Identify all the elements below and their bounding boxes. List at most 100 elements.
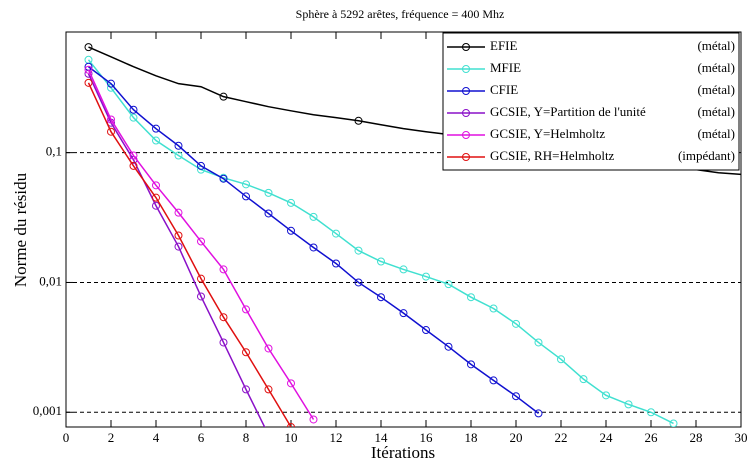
- legend-material: (métal): [697, 126, 735, 141]
- data-point: [174, 231, 183, 240]
- data-point: [152, 124, 160, 133]
- data-point: [467, 360, 475, 369]
- data-point: [309, 243, 318, 252]
- data-point: [512, 392, 520, 401]
- legend-material: (métal): [697, 38, 735, 53]
- x-tick-label: 28: [690, 430, 703, 445]
- data-point: [354, 246, 363, 255]
- data-point: [265, 431, 272, 438]
- data-point: [287, 226, 295, 235]
- legend-material: (métal): [697, 104, 735, 119]
- data-point: [332, 229, 340, 238]
- x-tick-label: 16: [420, 430, 434, 445]
- data-point: [444, 280, 453, 289]
- legend-material: (métal): [697, 60, 735, 75]
- data-point: [647, 408, 655, 417]
- data-point: [219, 313, 228, 322]
- data-point: [467, 293, 475, 302]
- data-point: [242, 305, 250, 314]
- data-point: [219, 174, 228, 183]
- x-tick-label: 6: [198, 430, 205, 445]
- data-point: [197, 274, 205, 283]
- data-point: [107, 127, 115, 136]
- data-point: [669, 419, 678, 427]
- legend-label: GCSIE, Y=Partition de l'unité: [490, 104, 646, 119]
- y-tick-label: 0,001: [33, 403, 62, 418]
- data-point: [444, 342, 453, 351]
- data-point: [129, 161, 138, 170]
- legend-label: CFIE: [490, 82, 518, 97]
- plot-frame: [65, 31, 742, 428]
- x-tick-label: 4: [153, 430, 160, 445]
- data-point: [107, 79, 115, 88]
- legend-box: [442, 32, 740, 171]
- series-line: [88, 66, 539, 414]
- legend-label: GCSIE, RH=Helmholtz: [490, 148, 615, 163]
- data-point: [242, 180, 250, 189]
- data-point: [174, 151, 183, 160]
- series-line: [87, 69, 315, 420]
- data-point: [399, 309, 408, 318]
- data-point: [84, 43, 93, 52]
- x-tick-label: 20: [510, 430, 523, 445]
- data-point: [152, 201, 160, 210]
- data-point: [377, 293, 385, 302]
- data-point: [84, 78, 93, 87]
- data-point: [534, 409, 543, 418]
- series-line: [87, 73, 266, 427]
- x-tick-label: 2: [108, 430, 115, 445]
- data-point: [129, 113, 138, 122]
- data-point: [84, 65, 93, 74]
- y-tick-label: 0,01: [39, 273, 62, 288]
- data-point: [174, 141, 183, 150]
- data-point: [557, 355, 565, 364]
- data-point: [107, 115, 115, 124]
- x-tick-label: 14: [375, 430, 389, 445]
- x-axis-label: Itérations: [371, 443, 435, 462]
- data-point: [129, 105, 138, 114]
- data-point: [219, 92, 228, 101]
- data-point: [332, 259, 340, 268]
- data-point: [602, 391, 610, 400]
- data-point: [152, 193, 160, 202]
- data-point: [174, 208, 183, 217]
- data-point: [264, 188, 273, 197]
- data-point: [242, 385, 250, 394]
- legend-marker: [462, 65, 470, 73]
- data-point: [152, 136, 160, 145]
- data-point: [219, 338, 228, 347]
- plot-area: [84, 43, 741, 438]
- data-point: [287, 423, 295, 427]
- data-point: [219, 265, 228, 274]
- data-point: [264, 344, 273, 353]
- data-point: [354, 116, 363, 125]
- legend-label: MFIE: [490, 60, 521, 75]
- series-line: [87, 59, 674, 425]
- data-point: [377, 257, 385, 266]
- data-point: [422, 272, 430, 281]
- legend-label: GCSIE, Y=Helmholtz: [490, 126, 605, 141]
- data-point: [512, 319, 520, 328]
- data-point: [152, 181, 160, 190]
- data-point: [624, 400, 633, 409]
- data-point: [197, 237, 205, 246]
- data-point: [242, 192, 250, 201]
- data-point: [264, 209, 273, 218]
- x-tick-label: 10: [285, 430, 298, 445]
- x-tick-label: 24: [600, 430, 614, 445]
- x-tick-label: 18: [465, 430, 478, 445]
- data-point: [422, 326, 430, 335]
- data-point: [197, 292, 205, 301]
- x-tick-label: 0: [63, 430, 70, 445]
- x-tick-label: 26: [645, 430, 659, 445]
- legend-material: (métal): [697, 82, 735, 97]
- x-tick-label: 12: [330, 430, 343, 445]
- data-point: [399, 265, 408, 274]
- data-point: [309, 415, 318, 424]
- chart-title: Sphère à 5292 arêtes, fréquence = 400 Mh…: [296, 7, 505, 21]
- data-point: [579, 375, 588, 384]
- data-point: [174, 242, 183, 251]
- legend-marker: [462, 43, 470, 51]
